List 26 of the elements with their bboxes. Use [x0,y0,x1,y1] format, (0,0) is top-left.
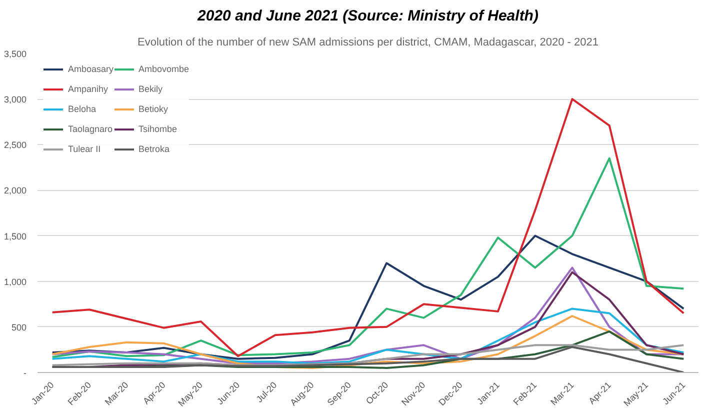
line-series [51,308,685,364]
legend-label: Taolagnaro [68,124,113,134]
legend-label: Bekily [138,84,163,94]
legend-label: Tsihombe [138,124,178,134]
line-series [51,98,685,358]
line-series [51,157,685,358]
line-series [51,346,685,372]
legend-label: Beloha [68,104,96,114]
chart-subtitle: Evolution of the number of new SAM admissions per district, CMAM, Madagascar, 2020 - 2021 [138,36,598,48]
y-tick-label: 500 [11,322,27,332]
legend-label: Betioky [138,104,168,114]
legend-label: Tulear II [68,144,101,154]
y-tick-label: 2,500 [4,140,27,150]
legend-label: Amboasary [68,64,114,74]
y-tick-label: 1,000 [4,276,27,287]
y-tick-label: 1,500 [4,231,27,242]
y-tick-label: 2,000 [4,186,27,196]
legend-label: Ambovombe [138,64,190,74]
line-series [51,234,685,360]
line-series [51,344,685,366]
y-tick-label: - [24,368,27,378]
y-tick-label: 3,500 [4,49,27,59]
chart-title: 2020 and June 2021 (Source: Ministry of Health) [196,8,538,24]
y-tick-label: 3,000 [4,94,27,105]
legend-label: Betroka [138,144,170,154]
legend-label: Ampanihy [68,84,108,94]
